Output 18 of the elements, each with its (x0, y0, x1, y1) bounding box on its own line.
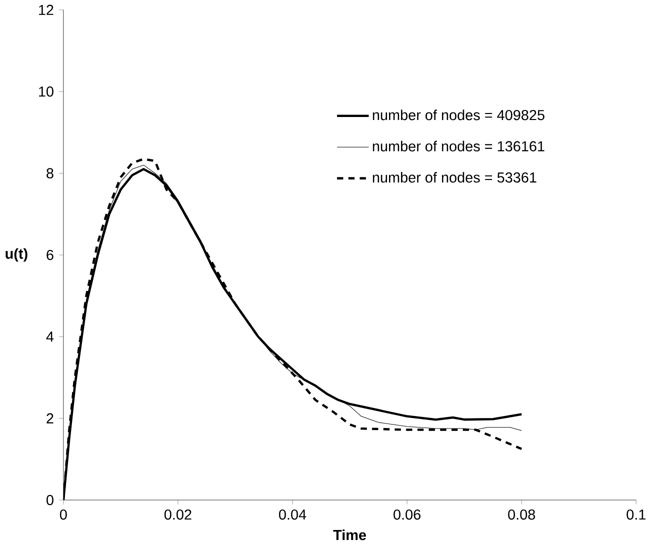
x-tick-label: 0.04 (279, 509, 306, 520)
y-tick-label: 6 (46, 250, 54, 260)
y-tick-label: 8 (46, 168, 54, 178)
x-tick-label: 0.08 (508, 509, 536, 520)
x-tick-label: 0.1 (626, 509, 646, 520)
y-tick-label: 4 (46, 332, 54, 342)
x-axis-title: Time (333, 530, 366, 540)
y-tick-label: 2 (46, 413, 54, 424)
legend-label: number of nodes = 53361 (372, 172, 536, 183)
y-tick-label: 0 (46, 494, 54, 506)
legend-label: number of nodes = 409825 (372, 110, 544, 120)
y-axis-title: u(t) (6, 248, 28, 262)
x-tick-label: 0 (60, 509, 67, 520)
y-tick-label: 12 (39, 4, 54, 15)
x-tick-label: 0.06 (394, 509, 420, 520)
x-tick-label: 0.02 (164, 509, 192, 520)
y-tick-label: 10 (39, 86, 54, 97)
legend-label: number of nodes = 136161 (372, 140, 544, 152)
